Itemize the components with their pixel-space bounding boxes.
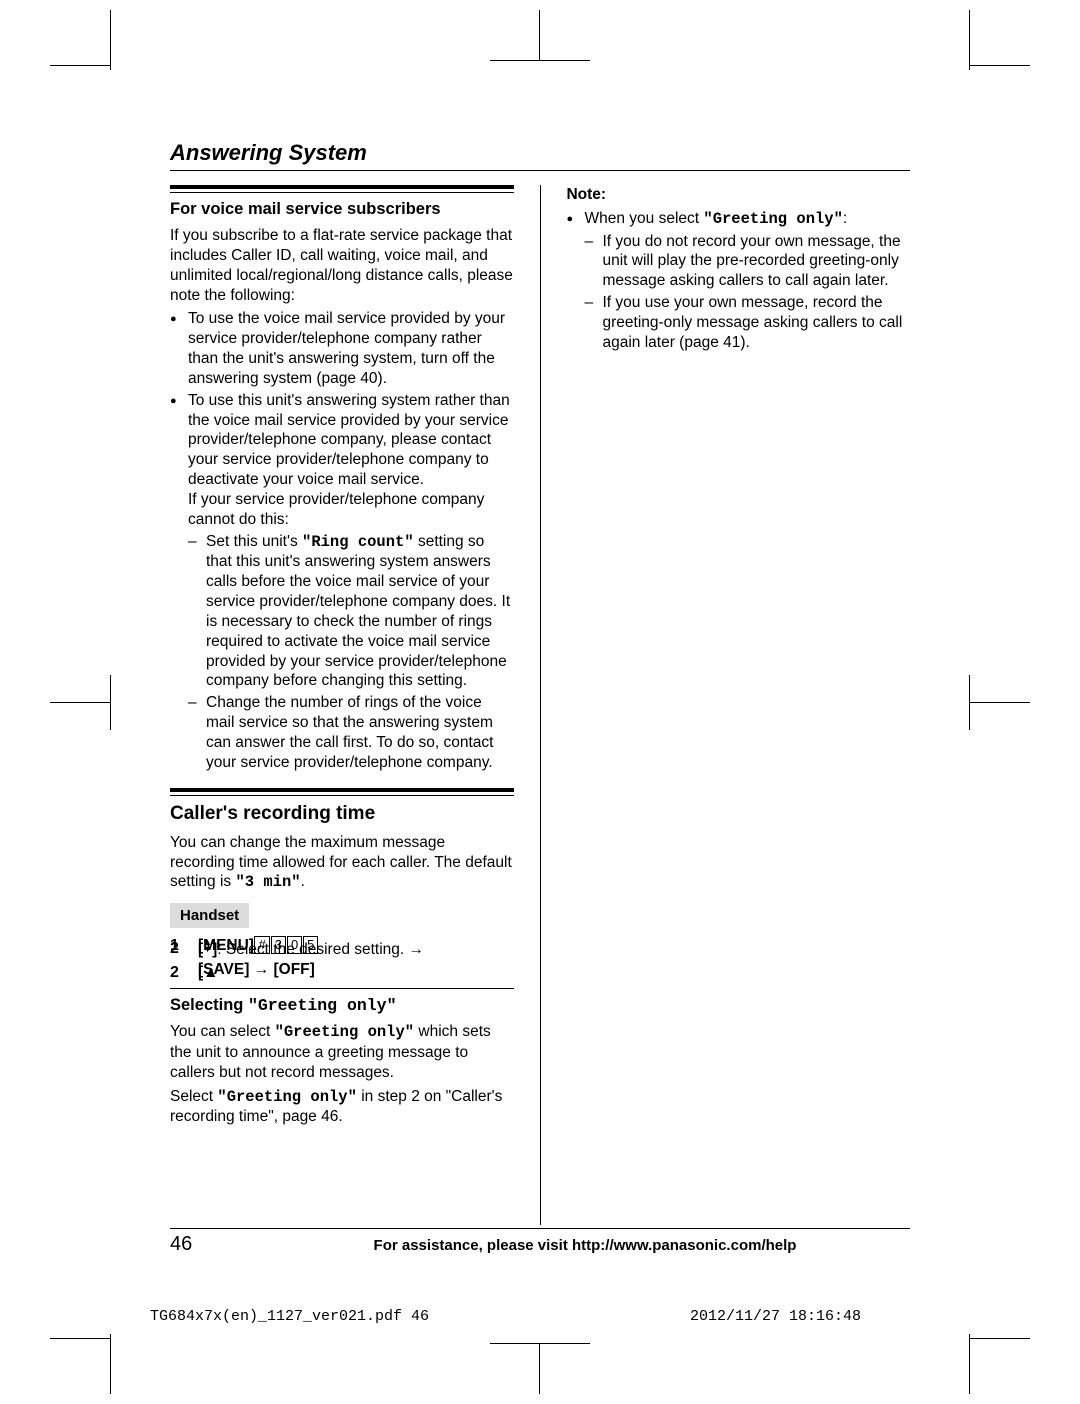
list-item: Change the number of rings of the voice … xyxy=(188,693,514,772)
dash-text: If you use your own message, record the … xyxy=(602,294,902,351)
print-file-info: TG684x7x(en)_1127_ver021.pdf 46 xyxy=(150,1308,630,1325)
list-item: To use the voice mail service provided b… xyxy=(170,309,514,388)
heading-voicemail-subscribers: For voice mail service subscribers xyxy=(170,199,514,220)
crop-mark xyxy=(539,10,540,60)
crop-mark xyxy=(969,675,970,730)
right-column: Note: When you select "Greeting only": I… xyxy=(566,185,910,1225)
heading-selecting-greeting-only: Selecting "Greeting only" xyxy=(170,995,514,1016)
crop-mark xyxy=(110,675,111,730)
crop-mark xyxy=(490,1343,590,1344)
note-heading: Note: xyxy=(566,186,606,203)
page-root: Answering System For voice mail service … xyxy=(0,0,1080,1404)
bullet-text: To use this unit's answering system rath… xyxy=(188,392,510,488)
dash-text-a: Set this unit's xyxy=(206,533,302,550)
crop-mark xyxy=(110,10,111,70)
list-item: When you select "Greeting only": If you … xyxy=(566,209,910,353)
bullet-list: When you select "Greeting only": If you … xyxy=(566,209,910,353)
intro-paragraph: If you subscribe to a flat-rate service … xyxy=(170,226,514,305)
code-greeting-only: "Greeting only" xyxy=(248,996,397,1015)
save-off-label: [SAVE] → [OFF] xyxy=(198,961,315,978)
bullet-list: To use the voice mail service provided b… xyxy=(170,309,514,772)
page-footer: 46 For assistance, please visit http://w… xyxy=(170,1228,910,1256)
code-greeting-only: "Greeting only" xyxy=(217,1088,357,1106)
column-divider xyxy=(540,185,541,1225)
note-b: : xyxy=(843,210,847,227)
crop-mark xyxy=(969,1334,970,1394)
code-greeting-only: "Greeting only" xyxy=(275,1023,415,1041)
step-2: 2 [▲▼]: Select the desired setting. → [S… xyxy=(170,939,514,980)
handset-chip: Handset xyxy=(170,903,249,928)
bullet-text: To use the voice mail service provided b… xyxy=(188,310,505,386)
dash-text: Change the number of rings of the voice … xyxy=(206,694,493,770)
dash-list: If you do not record your own message, t… xyxy=(584,232,910,353)
crop-mark xyxy=(970,65,1030,66)
sel-a: You can select xyxy=(170,1023,275,1040)
content-area: Answering System For voice mail service … xyxy=(170,140,910,1225)
crop-mark xyxy=(50,702,110,703)
list-item: To use this unit's answering system rath… xyxy=(170,391,514,773)
chapter-title: Answering System xyxy=(170,140,910,171)
nav-key: [▲▼] xyxy=(198,941,217,958)
section-rule xyxy=(170,788,514,796)
print-timestamp: 2012/11/27 18:16:48 xyxy=(630,1308,930,1325)
page-number: 46 xyxy=(170,1233,260,1256)
crop-mark xyxy=(50,1338,110,1339)
code-greeting-only: "Greeting only" xyxy=(703,210,843,228)
dash-text: If you do not record your own message, t… xyxy=(602,233,900,290)
code-ring-count: "Ring count" xyxy=(302,533,414,551)
crop-mark xyxy=(970,702,1030,703)
caller-para-b: . xyxy=(301,873,305,890)
section-rule xyxy=(170,185,514,193)
heading-part-a: Selecting xyxy=(170,996,248,1014)
crop-mark xyxy=(969,10,970,70)
selecting-paragraph-2: Select "Greeting only" in step 2 on "Cal… xyxy=(170,1087,514,1128)
two-column-layout: For voice mail service subscribers If yo… xyxy=(170,185,910,1225)
step2-text: : Select the desired setting. → xyxy=(217,941,424,958)
step-number: 2 xyxy=(170,939,198,980)
crop-mark xyxy=(50,65,110,66)
dash-list: Set this unit's "Ring count" setting so … xyxy=(188,532,514,773)
crop-mark xyxy=(110,1334,111,1394)
list-item: Set this unit's "Ring count" setting so … xyxy=(188,532,514,692)
note-label: Note: xyxy=(566,185,910,205)
left-column: For voice mail service subscribers If yo… xyxy=(170,185,514,1225)
crop-mark xyxy=(490,60,590,61)
assistance-line: For assistance, please visit http://www.… xyxy=(260,1237,910,1254)
code-3min: "3 min" xyxy=(235,873,300,891)
sel2-a: Select xyxy=(170,1088,217,1105)
step-body: [▲▼]: Select the desired setting. → [SAV… xyxy=(198,939,514,980)
steps-list-fix: 2 [▲▼]: Select the desired setting. → [S… xyxy=(170,939,514,980)
print-metadata-line: TG684x7x(en)_1127_ver021.pdf 46 2012/11/… xyxy=(150,1308,930,1325)
caller-para-a: You can change the maximum message recor… xyxy=(170,834,512,891)
list-item: If you use your own message, record the … xyxy=(584,293,910,352)
bullet-cont: If your service provider/telephone compa… xyxy=(188,491,484,528)
heading-callers-recording-time: Caller's recording time xyxy=(170,802,514,826)
note-a: When you select xyxy=(584,210,703,227)
dash-text-b: setting so that this unit's answering sy… xyxy=(206,533,510,690)
caller-paragraph: You can change the maximum message recor… xyxy=(170,833,514,893)
selecting-paragraph: You can select "Greeting only" which set… xyxy=(170,1022,514,1082)
list-item: If you do not record your own message, t… xyxy=(584,232,910,291)
crop-mark xyxy=(970,1338,1030,1339)
crop-mark xyxy=(539,1344,540,1394)
thin-rule xyxy=(170,988,514,989)
